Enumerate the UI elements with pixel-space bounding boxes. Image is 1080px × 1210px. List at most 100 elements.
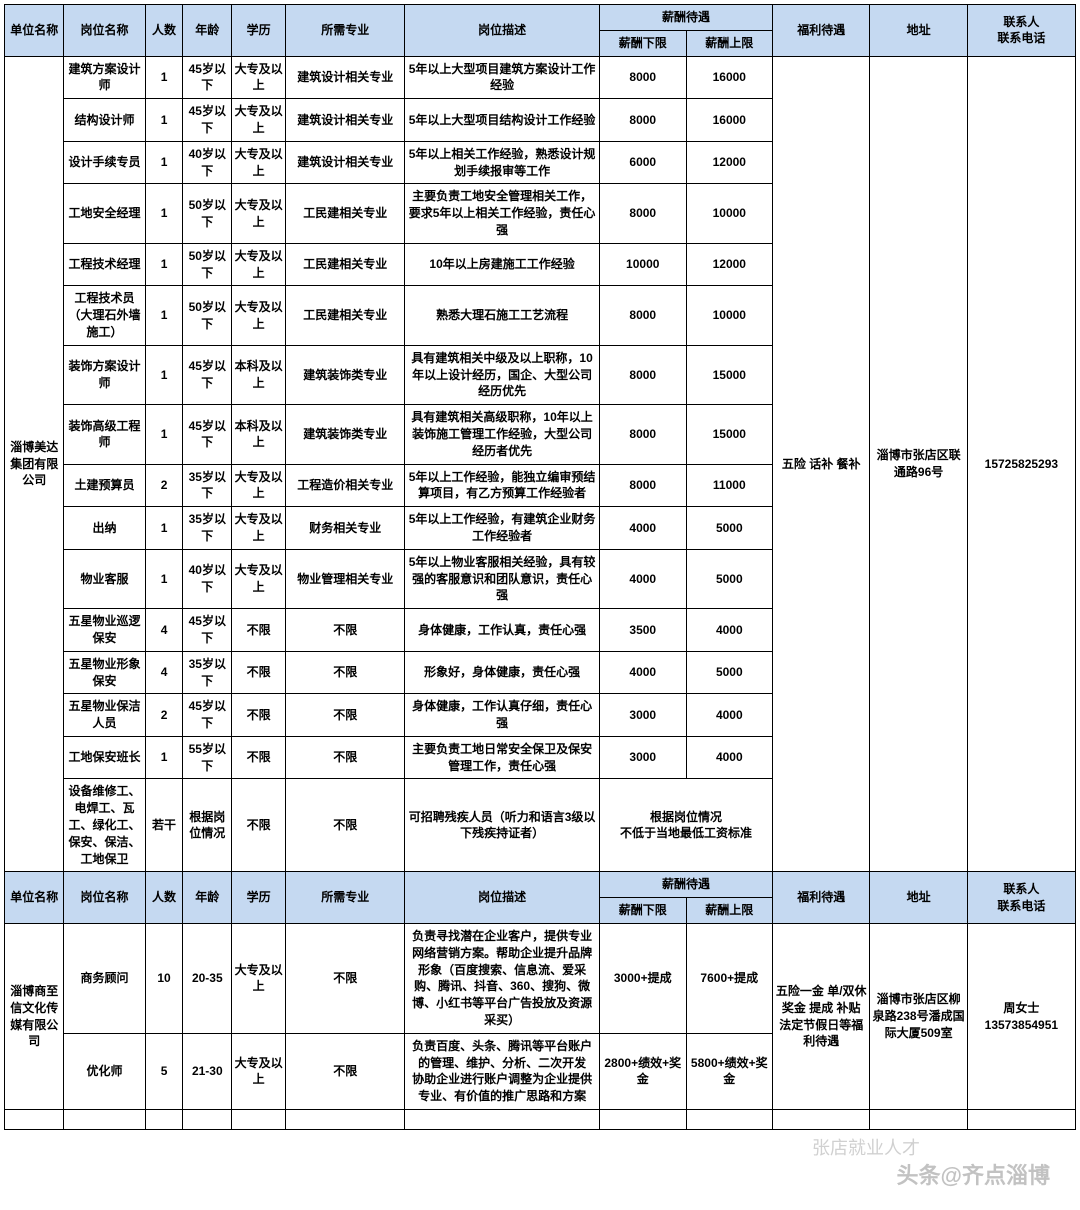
cell-salmin: 10000 <box>599 243 686 286</box>
cell-num: 1 <box>145 507 183 550</box>
col-addr: 地址 <box>870 872 967 924</box>
cell-salmin: 6000 <box>599 141 686 184</box>
cell-edu: 不限 <box>232 779 286 872</box>
col-major: 所需专业 <box>286 5 405 57</box>
cell-num: 若干 <box>145 779 183 872</box>
cell-age: 20-35 <box>183 924 232 1034</box>
cell-job: 工地保安班长 <box>64 736 145 779</box>
col-salmin: 薪酬下限 <box>599 898 686 924</box>
cell-edu: 大专及以上 <box>232 1033 286 1109</box>
col-desc: 岗位描述 <box>405 5 600 57</box>
cell-edu: 大专及以上 <box>232 286 286 345</box>
cell-company: 淄博商至信文化传媒有限公司 <box>5 924 64 1110</box>
cell-salmax: 10000 <box>686 184 773 243</box>
cell-salmin: 3000+提成 <box>599 924 686 1034</box>
cell-num: 1 <box>145 99 183 142</box>
cell-major: 工民建相关专业 <box>286 286 405 345</box>
cell-desc: 5年以上工作经验，有建筑企业财务工作经验者 <box>405 507 600 550</box>
cell-desc: 5年以上大型项目结构设计工作经验 <box>405 99 600 142</box>
cell-salmax: 15000 <box>686 345 773 404</box>
cell-job: 优化师 <box>64 1033 145 1109</box>
cell-desc: 具有建筑相关中级及以上职称，10年以上设计经历，国企、大型公司经历优先 <box>405 345 600 404</box>
col-desc: 岗位描述 <box>405 872 600 924</box>
cell-major: 建筑设计相关专业 <box>286 56 405 99</box>
cell-job: 工程技术经理 <box>64 243 145 286</box>
cell-major: 不限 <box>286 924 405 1034</box>
cell-edu: 大专及以上 <box>232 141 286 184</box>
cell-salmin: 8000 <box>599 345 686 404</box>
col-company: 单位名称 <box>5 872 64 924</box>
cell-age: 45岁以下 <box>183 694 232 737</box>
cell-salmin: 4000 <box>599 549 686 608</box>
cell-num: 2 <box>145 694 183 737</box>
cell-major: 工程造价相关专业 <box>286 464 405 507</box>
watermark-secondary: 张店就业人才 <box>812 1134 920 1160</box>
cell-age: 50岁以下 <box>183 184 232 243</box>
col-addr: 地址 <box>870 5 967 57</box>
cell-num: 1 <box>145 184 183 243</box>
col-num: 人数 <box>145 5 183 57</box>
cell-edu: 不限 <box>232 736 286 779</box>
cell-salmin: 3500 <box>599 609 686 652</box>
cell-desc: 熟悉大理石施工工艺流程 <box>405 286 600 345</box>
cell-major: 工民建相关专业 <box>286 243 405 286</box>
cell-num: 1 <box>145 345 183 404</box>
cell-job: 设计手续专员 <box>64 141 145 184</box>
table-header-row: 单位名称 岗位名称 人数 年龄 学历 所需专业 岗位描述 薪酬待遇 福利待遇 地… <box>5 5 1076 31</box>
col-salmax: 薪酬上限 <box>686 30 773 56</box>
cell-salmin: 3000 <box>599 694 686 737</box>
cell-salmin: 4000 <box>599 651 686 694</box>
cell-major: 建筑设计相关专业 <box>286 141 405 184</box>
cell-major: 不限 <box>286 694 405 737</box>
table-header-row: 单位名称 岗位名称 人数 年龄 学历 所需专业 岗位描述 薪酬待遇 福利待遇 地… <box>5 872 1076 898</box>
col-num: 人数 <box>145 872 183 924</box>
cell-edu: 大专及以上 <box>232 56 286 99</box>
cell-welfare: 五险 话补 餐补 <box>773 56 870 872</box>
cell-desc: 负责百度、头条、腾讯等平台账户的管理、维护、分析、二次开发协助企业进行账户调整为… <box>405 1033 600 1109</box>
col-welfare: 福利待遇 <box>773 5 870 57</box>
cell-job: 五星物业保洁人员 <box>64 694 145 737</box>
cell-num: 1 <box>145 405 183 464</box>
table-row: 淄博美达集团有限公司建筑方案设计师145岁以下大专及以上建筑设计相关专业5年以上… <box>5 56 1076 99</box>
cell-edu: 不限 <box>232 694 286 737</box>
cell-salmax: 5000 <box>686 507 773 550</box>
cell-edu: 大专及以上 <box>232 924 286 1034</box>
cell-salmin: 8000 <box>599 464 686 507</box>
cell-job: 土建预算员 <box>64 464 145 507</box>
cell-job: 五星物业形象保安 <box>64 651 145 694</box>
cell-age: 45岁以下 <box>183 56 232 99</box>
cell-job: 工地安全经理 <box>64 184 145 243</box>
cell-age: 50岁以下 <box>183 286 232 345</box>
cell-age: 21-30 <box>183 1033 232 1109</box>
cell-age: 根据岗位情况 <box>183 779 232 872</box>
cell-job: 工程技术员（大理石外墙施工） <box>64 286 145 345</box>
cell-job: 装饰方案设计师 <box>64 345 145 404</box>
cell-major: 建筑装饰类专业 <box>286 345 405 404</box>
cell-num: 1 <box>145 141 183 184</box>
cell-age: 40岁以下 <box>183 549 232 608</box>
cell-desc: 主要负责工地安全管理相关工作，要求5年以上相关工作经验，责任心强 <box>405 184 600 243</box>
col-contact: 联系人联系电话 <box>967 872 1075 924</box>
cell-edu: 大专及以上 <box>232 464 286 507</box>
cell-company: 淄博美达集团有限公司 <box>5 56 64 872</box>
cell-desc: 5年以上相关工作经验，熟悉设计规划手续报审等工作 <box>405 141 600 184</box>
col-job: 岗位名称 <box>64 5 145 57</box>
cell-edu: 大专及以上 <box>232 549 286 608</box>
cell-age: 35岁以下 <box>183 464 232 507</box>
cell-major: 不限 <box>286 1033 405 1109</box>
cell-num: 1 <box>145 549 183 608</box>
cell-salmin: 8000 <box>599 286 686 345</box>
cell-salmax: 5800+绩效+奖金 <box>686 1033 773 1109</box>
cell-salmin: 8000 <box>599 99 686 142</box>
cell-age: 35岁以下 <box>183 507 232 550</box>
cell-salmin: 3000 <box>599 736 686 779</box>
cell-edu: 本科及以上 <box>232 345 286 404</box>
cell-age: 45岁以下 <box>183 345 232 404</box>
cell-edu: 本科及以上 <box>232 405 286 464</box>
col-age: 年龄 <box>183 872 232 924</box>
cell-age: 45岁以下 <box>183 609 232 652</box>
col-salmax: 薪酬上限 <box>686 898 773 924</box>
cell-addr: 淄博市张店区柳泉路238号潘成国际大厦509室 <box>870 924 967 1110</box>
cell-salmax: 12000 <box>686 141 773 184</box>
col-edu: 学历 <box>232 872 286 924</box>
